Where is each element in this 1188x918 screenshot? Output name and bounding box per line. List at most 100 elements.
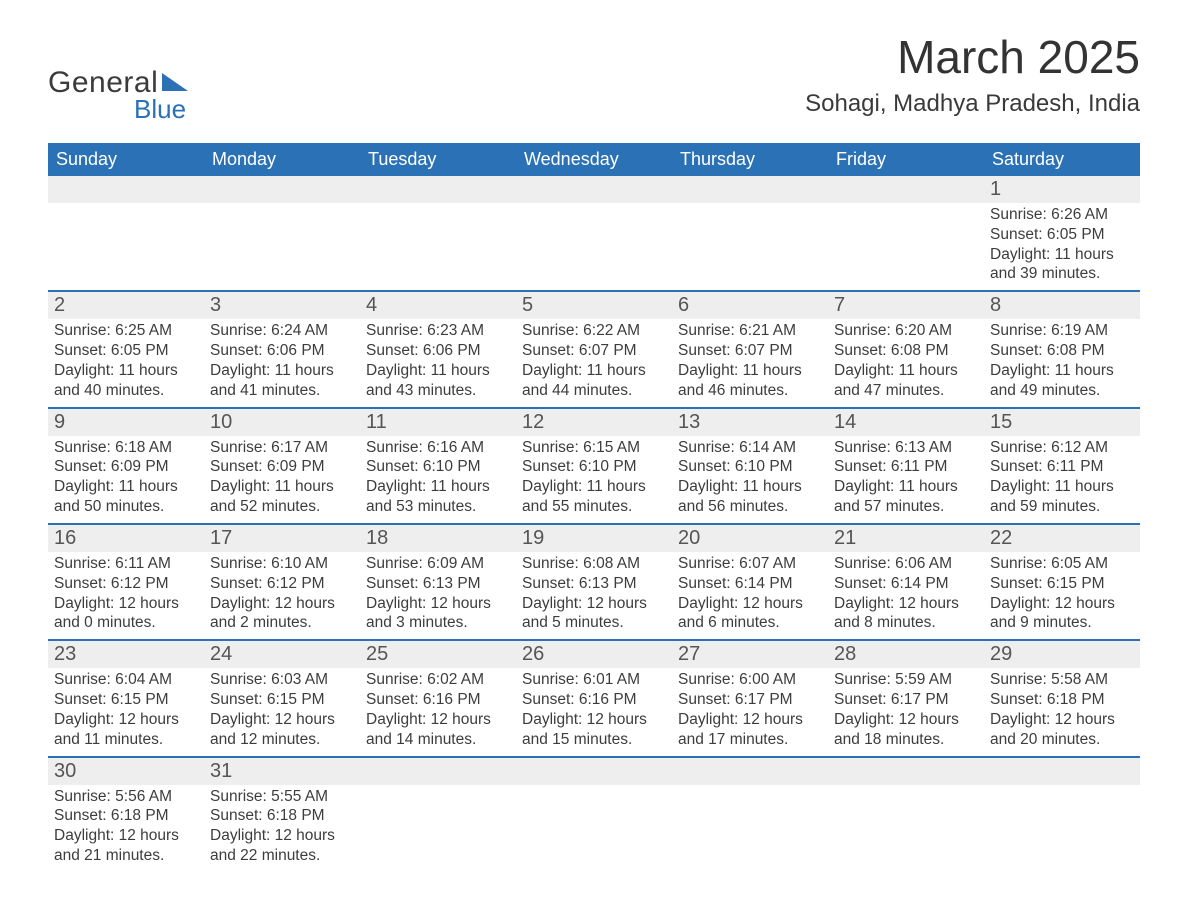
sunrise-line: Sunrise: 6:07 AM: [678, 554, 822, 574]
daylight-line: Daylight: 12 hours and 22 minutes.: [210, 826, 354, 866]
sunset-line: Sunset: 6:13 PM: [366, 574, 510, 594]
sunset-line: Sunset: 6:07 PM: [522, 341, 666, 361]
sunrise-line: Sunrise: 6:13 AM: [834, 438, 978, 458]
day-detail-cell: Sunrise: 6:10 AMSunset: 6:12 PMDaylight:…: [204, 552, 360, 640]
weekday-header: Monday: [204, 143, 360, 176]
sunrise-line: Sunrise: 6:24 AM: [210, 321, 354, 341]
empty-detail-cell: [828, 785, 984, 872]
day-detail-cell: Sunrise: 6:19 AMSunset: 6:08 PMDaylight:…: [984, 319, 1140, 407]
sunrise-line: Sunrise: 5:59 AM: [834, 670, 978, 690]
empty-detail-cell: [360, 203, 516, 291]
week-daynum-row: 1: [48, 176, 1140, 203]
empty-detail-cell: [360, 785, 516, 872]
day-number: 12: [516, 409, 672, 436]
empty-cell: [204, 176, 360, 203]
empty-cell: [828, 176, 984, 203]
empty-cell: [516, 757, 672, 785]
day-detail-cell: Sunrise: 5:56 AMSunset: 6:18 PMDaylight:…: [48, 785, 204, 872]
daylight-line: Daylight: 12 hours and 21 minutes.: [54, 826, 198, 866]
weekday-header: Friday: [828, 143, 984, 176]
empty-cell: [516, 176, 672, 203]
day-number: [516, 758, 672, 784]
logo-triangle-icon: [162, 73, 188, 91]
sunrise-line: Sunrise: 6:23 AM: [366, 321, 510, 341]
sunset-line: Sunset: 6:15 PM: [54, 690, 198, 710]
day-number: 26: [516, 641, 672, 668]
empty-detail-cell: [672, 785, 828, 872]
weekday-header: Tuesday: [360, 143, 516, 176]
logo-text-sub: Blue: [134, 94, 188, 125]
sunset-line: Sunset: 6:16 PM: [366, 690, 510, 710]
daylight-line: Daylight: 11 hours and 44 minutes.: [522, 361, 666, 401]
day-number-cell: 9: [48, 408, 204, 436]
sunrise-line: Sunrise: 6:03 AM: [210, 670, 354, 690]
daylight-line: Daylight: 11 hours and 39 minutes.: [990, 245, 1134, 285]
day-detail-cell: Sunrise: 6:15 AMSunset: 6:10 PMDaylight:…: [516, 436, 672, 524]
sunrise-line: Sunrise: 6:19 AM: [990, 321, 1134, 341]
daylight-line: Daylight: 11 hours and 46 minutes.: [678, 361, 822, 401]
day-detail-cell: Sunrise: 6:20 AMSunset: 6:08 PMDaylight:…: [828, 319, 984, 407]
day-number-cell: 1: [984, 176, 1140, 203]
day-number-cell: 23: [48, 640, 204, 668]
day-number-cell: 18: [360, 524, 516, 552]
sunrise-line: Sunrise: 6:18 AM: [54, 438, 198, 458]
week-daynum-row: 2345678: [48, 291, 1140, 319]
day-number: 27: [672, 641, 828, 668]
day-detail-cell: Sunrise: 6:16 AMSunset: 6:10 PMDaylight:…: [360, 436, 516, 524]
week-detail-row: Sunrise: 5:56 AMSunset: 6:18 PMDaylight:…: [48, 785, 1140, 872]
daylight-line: Daylight: 11 hours and 47 minutes.: [834, 361, 978, 401]
sunset-line: Sunset: 6:13 PM: [522, 574, 666, 594]
sunrise-line: Sunrise: 6:15 AM: [522, 438, 666, 458]
day-number: [360, 176, 516, 202]
sunrise-line: Sunrise: 5:55 AM: [210, 787, 354, 807]
day-number-cell: 28: [828, 640, 984, 668]
daylight-line: Daylight: 12 hours and 2 minutes.: [210, 594, 354, 634]
week-detail-row: Sunrise: 6:11 AMSunset: 6:12 PMDaylight:…: [48, 552, 1140, 640]
empty-cell: [672, 176, 828, 203]
empty-detail-cell: [984, 785, 1140, 872]
day-number-cell: 29: [984, 640, 1140, 668]
week-detail-row: Sunrise: 6:25 AMSunset: 6:05 PMDaylight:…: [48, 319, 1140, 407]
week-daynum-row: 16171819202122: [48, 524, 1140, 552]
day-number: 7: [828, 292, 984, 319]
day-number-cell: 4: [360, 291, 516, 319]
day-detail-cell: Sunrise: 6:18 AMSunset: 6:09 PMDaylight:…: [48, 436, 204, 524]
day-number-cell: 26: [516, 640, 672, 668]
sunrise-line: Sunrise: 6:20 AM: [834, 321, 978, 341]
day-number-cell: 11: [360, 408, 516, 436]
daylight-line: Daylight: 11 hours and 41 minutes.: [210, 361, 354, 401]
empty-detail-cell: [204, 203, 360, 291]
day-number-cell: 24: [204, 640, 360, 668]
day-number-cell: 31: [204, 757, 360, 785]
day-detail-cell: Sunrise: 6:25 AMSunset: 6:05 PMDaylight:…: [48, 319, 204, 407]
sunrise-line: Sunrise: 6:12 AM: [990, 438, 1134, 458]
day-number: 17: [204, 525, 360, 552]
daylight-line: Daylight: 11 hours and 50 minutes.: [54, 477, 198, 517]
daylight-line: Daylight: 12 hours and 14 minutes.: [366, 710, 510, 750]
daylight-line: Daylight: 11 hours and 56 minutes.: [678, 477, 822, 517]
sunrise-line: Sunrise: 5:58 AM: [990, 670, 1134, 690]
weekday-header: Wednesday: [516, 143, 672, 176]
sunrise-line: Sunrise: 6:02 AM: [366, 670, 510, 690]
day-number-cell: 15: [984, 408, 1140, 436]
day-number: [828, 758, 984, 784]
daylight-line: Daylight: 11 hours and 43 minutes.: [366, 361, 510, 401]
location-subtitle: Sohagi, Madhya Pradesh, India: [805, 90, 1140, 118]
daylight-line: Daylight: 12 hours and 3 minutes.: [366, 594, 510, 634]
sunset-line: Sunset: 6:06 PM: [210, 341, 354, 361]
day-detail-cell: Sunrise: 6:04 AMSunset: 6:15 PMDaylight:…: [48, 668, 204, 756]
day-number-cell: 27: [672, 640, 828, 668]
day-number: 31: [204, 758, 360, 785]
day-number: 11: [360, 409, 516, 436]
day-number-cell: 6: [672, 291, 828, 319]
day-number-cell: 16: [48, 524, 204, 552]
sunset-line: Sunset: 6:14 PM: [678, 574, 822, 594]
empty-detail-cell: [828, 203, 984, 291]
day-number-cell: 13: [672, 408, 828, 436]
empty-cell: [48, 176, 204, 203]
sunset-line: Sunset: 6:11 PM: [834, 457, 978, 477]
sunset-line: Sunset: 6:07 PM: [678, 341, 822, 361]
sunset-line: Sunset: 6:12 PM: [210, 574, 354, 594]
daylight-line: Daylight: 12 hours and 5 minutes.: [522, 594, 666, 634]
sunset-line: Sunset: 6:09 PM: [54, 457, 198, 477]
